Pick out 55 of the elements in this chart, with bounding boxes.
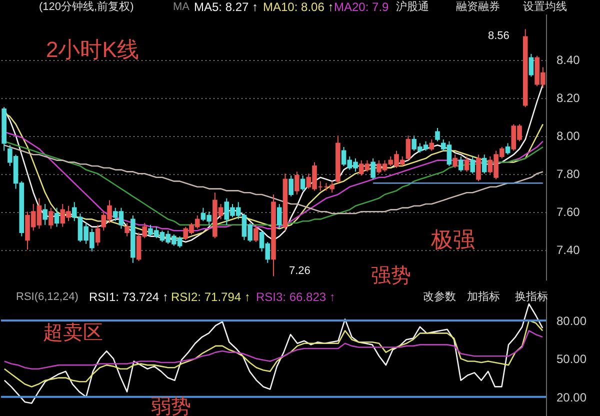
candlestick — [470, 156, 476, 174]
annotation: 弱势 — [151, 396, 191, 416]
candlestick — [458, 156, 464, 172]
y-tick-label: 8.40 — [556, 53, 580, 68]
y-tick-label: 8.00 — [556, 129, 580, 144]
text: 沪股通 — [396, 0, 429, 13]
candlestick — [429, 138, 434, 152]
candlestick — [435, 128, 440, 142]
text: 融资融券 — [456, 0, 500, 13]
annotation: 强势 — [371, 265, 411, 287]
y-tick-label: 8.20 — [556, 91, 580, 106]
line-series — [4, 320, 544, 388]
candlestick — [300, 175, 306, 192]
candlestick — [528, 53, 534, 78]
text: MA — [173, 1, 190, 13]
y-tick-label: 50.00 — [556, 352, 587, 366]
candlestick — [370, 158, 376, 180]
text: 设置均线 — [523, 0, 567, 13]
candlestick — [482, 154, 487, 174]
candlestick — [505, 142, 510, 156]
y-tick-label: 7.60 — [556, 205, 580, 220]
text: MA5: 8.27 ↑ — [194, 0, 258, 14]
candlestick — [288, 175, 294, 197]
y-tick-label: 7.40 — [556, 243, 580, 258]
candlestick — [54, 207, 60, 228]
candlestick — [95, 224, 100, 246]
annotation: 超卖区 — [43, 322, 103, 344]
text: RSI2: 71.794 ↑ — [171, 290, 250, 304]
annotation: 加指标 — [467, 290, 500, 303]
y-tick-label: 7.80 — [556, 167, 580, 182]
text: RSI1: 73.724 ↑ — [89, 290, 168, 304]
candlestick — [124, 222, 130, 237]
y-tick-label: 80.00 — [556, 314, 587, 328]
candlestick — [254, 224, 258, 242]
candlestick — [476, 154, 481, 182]
text: RSI3: 66.823 ↑ — [256, 290, 336, 304]
y-tick-label: 20.00 — [556, 390, 587, 404]
candlestick — [276, 204, 282, 230]
candlestick — [464, 156, 470, 172]
candlestick — [294, 171, 300, 195]
annotation: 改参数 — [423, 290, 456, 303]
candlestick — [48, 207, 54, 230]
text: (120分钟线,前复权) — [39, 0, 134, 13]
annotation: 8.56 — [488, 30, 510, 42]
annotation: RSI(6,12,24) — [16, 291, 78, 303]
annotation: 换指标 — [515, 291, 548, 303]
text: MA10: 8.06 ↑ — [263, 0, 334, 14]
candlestick — [42, 204, 48, 226]
annotation: 2小时K线 — [46, 37, 139, 62]
candlestick — [406, 135, 411, 161]
annotation: 极强 — [430, 227, 475, 252]
text: MA20: 7.9 — [334, 0, 390, 14]
annotation: 7.26 — [289, 265, 310, 277]
candlestick — [452, 154, 458, 168]
line-series — [3, 144, 544, 214]
